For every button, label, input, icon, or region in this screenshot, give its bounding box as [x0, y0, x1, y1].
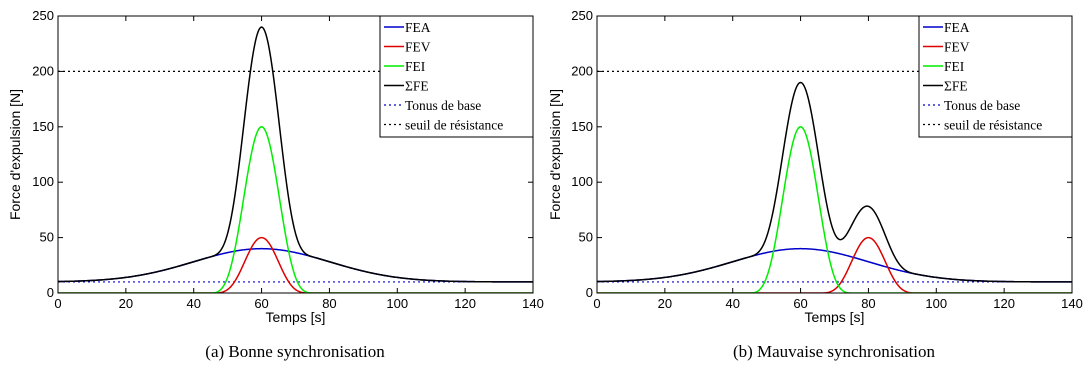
- legend: FEA FEV FEI ΣFE Tonus de base seuil de résist…: [918, 15, 1073, 138]
- x-tick-label: 0: [54, 296, 61, 311]
- legend-label-5: seuil de résistance: [944, 118, 1042, 133]
- axes-box: [596, 15, 1073, 294]
- y-tick-label: 0: [47, 285, 54, 300]
- y-axis-label: Force d'expulsion [N]: [547, 89, 563, 220]
- series-line-3: [597, 81, 1072, 283]
- x-tick-label: 80: [861, 296, 875, 311]
- legend-label-1: FEV: [405, 40, 431, 55]
- legend-box: [918, 15, 1073, 138]
- legend-label-2: FEI: [405, 59, 426, 74]
- y-tick-label: 250: [571, 8, 593, 23]
- series-line-2: [58, 126, 533, 293]
- y-tick-label: 250: [32, 8, 54, 23]
- x-tick-label: 100: [386, 296, 408, 311]
- x-tick-label: 140: [522, 296, 544, 311]
- series-line-3: [58, 26, 533, 283]
- legend-label-2: FEI: [944, 59, 965, 74]
- x-axis-label: Temps [s]: [805, 309, 865, 325]
- legend-label-0: FEA: [944, 20, 970, 35]
- legend-box: [379, 15, 534, 138]
- x-tick-label: 80: [322, 296, 336, 311]
- x-tick-label: 120: [993, 296, 1015, 311]
- legend-label-4: Tonus de base: [944, 98, 1020, 113]
- x-tick-label: 40: [186, 296, 200, 311]
- x-tick-label: 0: [593, 296, 600, 311]
- y-tick-label: 50: [40, 230, 54, 245]
- series-line-1: [597, 236, 1072, 293]
- y-tick-label: 50: [579, 230, 593, 245]
- x-tick-label: 140: [1061, 296, 1083, 311]
- y-tick-label: 100: [32, 174, 54, 189]
- y-tick-label: 100: [571, 174, 593, 189]
- x-tick-label: 120: [454, 296, 476, 311]
- x-axis-label: Temps [s]: [266, 309, 326, 325]
- legend-label-1: FEV: [944, 40, 970, 55]
- legend-label-4: Tonus de base: [405, 98, 481, 113]
- legend-label-5: seuil de résistance: [405, 118, 503, 133]
- legend-label-0: FEA: [405, 20, 431, 35]
- y-tick-label: 150: [32, 119, 54, 134]
- x-tick-label: 100: [925, 296, 947, 311]
- x-tick-label: 20: [119, 296, 133, 311]
- x-tick-label: 40: [725, 296, 739, 311]
- y-axis-label: Force d'expulsion [N]: [7, 89, 23, 220]
- x-tick-label: 60: [254, 296, 268, 311]
- legend-label-3: ΣFE: [944, 79, 968, 94]
- chart-panel-b: 0 20 40 60 80 100 120 140 0 50 100 150 200 250 Temps […: [547, 8, 1083, 361]
- x-tick-label: 20: [658, 296, 672, 311]
- series-line-2: [597, 126, 1072, 293]
- y-tick-label: 0: [586, 285, 593, 300]
- y-tick-label: 200: [571, 63, 593, 78]
- legend-label-3: ΣFE: [405, 79, 429, 94]
- legend: FEA FEV FEI ΣFE Tonus de base seuil de résist…: [379, 15, 534, 138]
- figure-caption: (b) Mauvaise synchronisation: [733, 342, 936, 361]
- x-tick-label: 60: [793, 296, 807, 311]
- series-line-1: [58, 236, 533, 293]
- axes-box: [57, 15, 534, 294]
- y-tick-label: 200: [32, 63, 54, 78]
- y-tick-label: 150: [571, 119, 593, 134]
- chart-panel-a: 0 20 40 60 80 100 120 140 0 50 100 150 200 250 Temps […: [7, 8, 544, 361]
- figure-caption: (a) Bonne synchronisation: [205, 342, 385, 361]
